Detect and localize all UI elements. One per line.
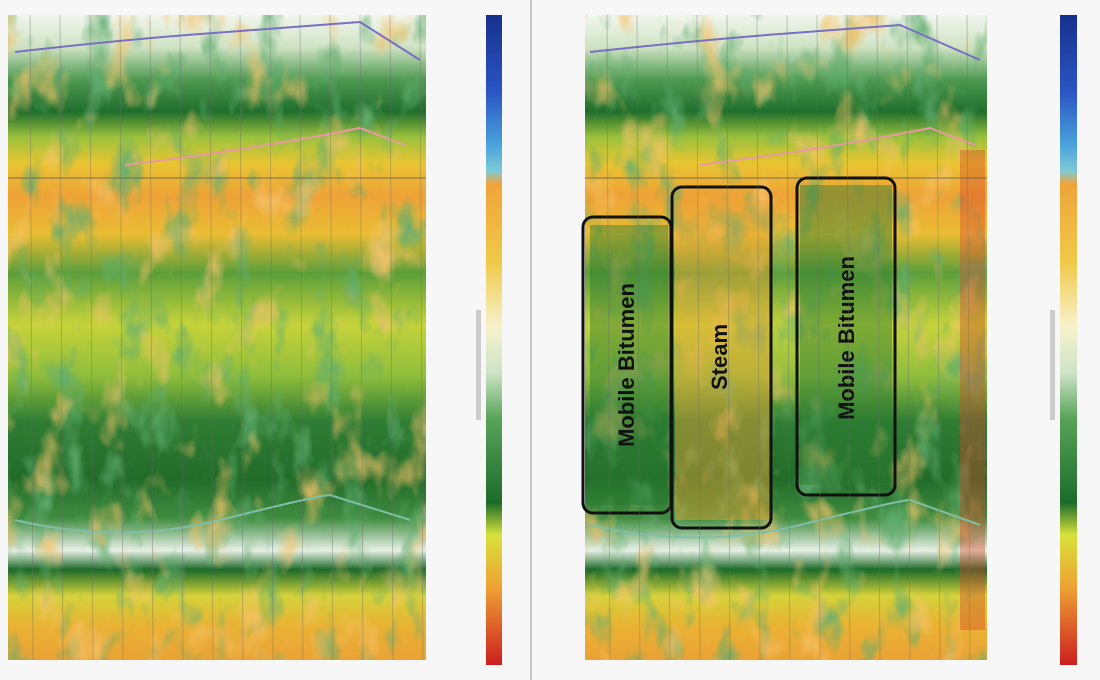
- left-panel: [0, 0, 530, 680]
- annotation-label: Steam: [707, 324, 732, 390]
- trace-line: [666, 14, 671, 661]
- trace-line: [299, 14, 304, 661]
- trace-line: [606, 14, 611, 661]
- trace-line: [269, 14, 274, 661]
- trace-line: [846, 14, 851, 661]
- trace-line: [209, 14, 214, 661]
- color-bar: [486, 15, 502, 665]
- right-panel: Mobile Bitumen Steam Mobile Bitumen: [530, 0, 1100, 680]
- trace-line: [359, 14, 364, 661]
- trace-line: [389, 14, 394, 661]
- trace-line: [906, 14, 911, 661]
- color-bar: [1060, 15, 1077, 665]
- trace-line: [966, 14, 971, 661]
- trace-line: [329, 14, 334, 661]
- trace-line: [726, 14, 731, 661]
- annotation-label: Mobile Bitumen: [614, 283, 639, 447]
- annotation-box: [670, 185, 773, 530]
- trace-line: [816, 14, 821, 661]
- trace-line: [239, 14, 244, 661]
- trace-line: [29, 14, 34, 661]
- trace-line: [89, 14, 94, 661]
- trace-line: [756, 14, 761, 661]
- trace-line: [636, 14, 641, 661]
- trace-line: [149, 14, 154, 661]
- annotation-box: [795, 176, 897, 497]
- trace-line: [179, 14, 184, 661]
- trace-lines: [29, 14, 971, 661]
- annotation-label: Mobile Bitumen: [834, 256, 859, 420]
- trace-line: [786, 14, 791, 661]
- trace-line: [696, 14, 701, 661]
- trace-line: [119, 14, 124, 661]
- trace-line: [419, 14, 424, 661]
- trace-line: [59, 14, 64, 661]
- trace-line: [876, 14, 881, 661]
- trace-line: [936, 14, 941, 661]
